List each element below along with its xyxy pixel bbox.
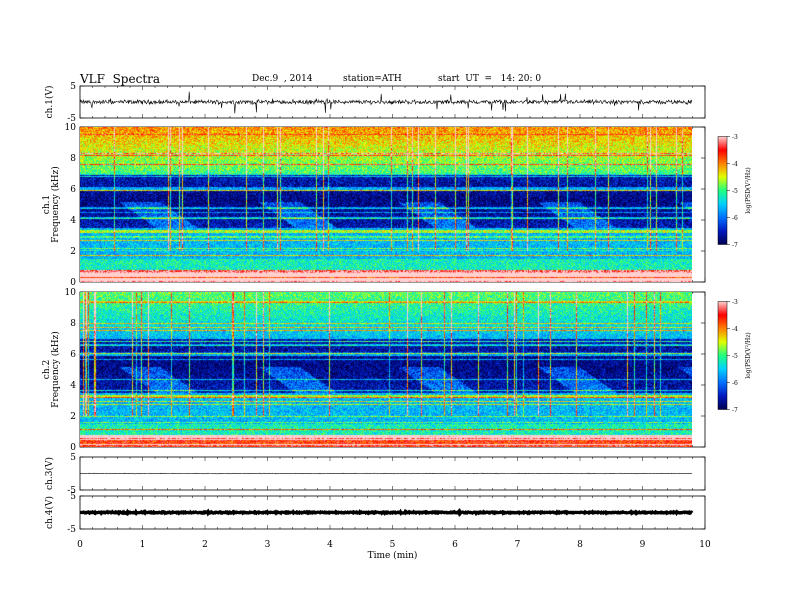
colorbar-label: log(PSD(V²/Hz) bbox=[745, 332, 752, 379]
x-tick-label: 5 bbox=[390, 540, 396, 550]
x-tick-label: 8 bbox=[577, 540, 583, 550]
colorbar-label: log(PSD(V²/Hz) bbox=[745, 167, 752, 214]
colorbar-tick-label: -3 bbox=[732, 134, 738, 141]
y-axis-label: ch.3(V) bbox=[44, 457, 55, 490]
y-axis-label: Frequency (kHz) bbox=[50, 166, 61, 243]
ch1-spectrogram bbox=[80, 127, 692, 282]
colorbar-tick-label: -4 bbox=[732, 326, 738, 333]
x-tick-label: 3 bbox=[265, 540, 271, 550]
y-tick-label: 10 bbox=[65, 288, 77, 298]
waveform-trace bbox=[79, 91, 693, 114]
y-axis-label: ch.1(V) bbox=[44, 86, 55, 119]
colorbar-tick-label: -5 bbox=[732, 353, 738, 360]
waveform-trace bbox=[79, 507, 694, 518]
station-label: station=ATH bbox=[343, 74, 402, 84]
x-tick-label: 9 bbox=[640, 540, 646, 550]
colorbar bbox=[717, 301, 728, 410]
x-tick-label: 4 bbox=[327, 540, 333, 550]
colorbar-tick-label: -7 bbox=[732, 407, 738, 414]
y-tick-label: 4 bbox=[70, 381, 76, 391]
y-tick-label: 2 bbox=[70, 412, 76, 422]
x-axis-label: Time (min) bbox=[368, 550, 418, 561]
y-tick-label: 10 bbox=[65, 123, 77, 133]
y-tick-label: 6 bbox=[70, 185, 76, 195]
y-tick-label: 6 bbox=[70, 350, 76, 360]
y-tick-label: -5 bbox=[67, 486, 76, 496]
y-tick-label: 0 bbox=[70, 278, 76, 288]
y-tick-label: 0 bbox=[70, 443, 76, 453]
colorbar-tick-label: -6 bbox=[732, 380, 738, 387]
y-tick-label: 5 bbox=[70, 453, 76, 463]
y-axis-label-channel: ch.2 bbox=[42, 360, 52, 379]
waveform-trace bbox=[79, 472, 693, 475]
colorbar-tick-label: -7 bbox=[732, 242, 738, 249]
start-time-label: start UT = 14: 20: 0 bbox=[438, 74, 542, 84]
x-tick-label: 0 bbox=[77, 540, 83, 550]
y-tick-label: 8 bbox=[70, 319, 76, 329]
x-tick-label: 6 bbox=[452, 540, 458, 550]
y-axis-label: ch.4(V) bbox=[44, 496, 55, 529]
x-tick-label: 7 bbox=[515, 540, 521, 550]
y-tick-label: 2 bbox=[70, 247, 76, 257]
ch2-spectrogram bbox=[80, 292, 692, 447]
y-axis-label-channel: ch.1 bbox=[42, 195, 52, 214]
y-tick-label: 5 bbox=[70, 82, 76, 92]
colorbar bbox=[717, 136, 728, 245]
colorbar-tick-label: -4 bbox=[732, 161, 738, 168]
y-tick-label: 5 bbox=[70, 492, 76, 502]
figure-title: VLF Spectra bbox=[80, 72, 161, 86]
y-tick-label: -5 bbox=[67, 114, 76, 124]
y-tick-label: 8 bbox=[70, 154, 76, 164]
date-label: Dec.9 , 2014 bbox=[252, 74, 313, 84]
colorbar-tick-label: -6 bbox=[732, 215, 738, 222]
y-tick-label: 4 bbox=[70, 216, 76, 226]
x-tick-label: 10 bbox=[699, 540, 711, 550]
colorbar-tick-label: -5 bbox=[732, 188, 738, 195]
x-tick-label: 1 bbox=[140, 540, 146, 550]
y-axis-label: Frequency (kHz) bbox=[50, 331, 61, 408]
x-tick-label: 2 bbox=[202, 540, 208, 550]
y-tick-label: -5 bbox=[67, 525, 76, 535]
colorbar-tick-label: -3 bbox=[732, 299, 738, 306]
